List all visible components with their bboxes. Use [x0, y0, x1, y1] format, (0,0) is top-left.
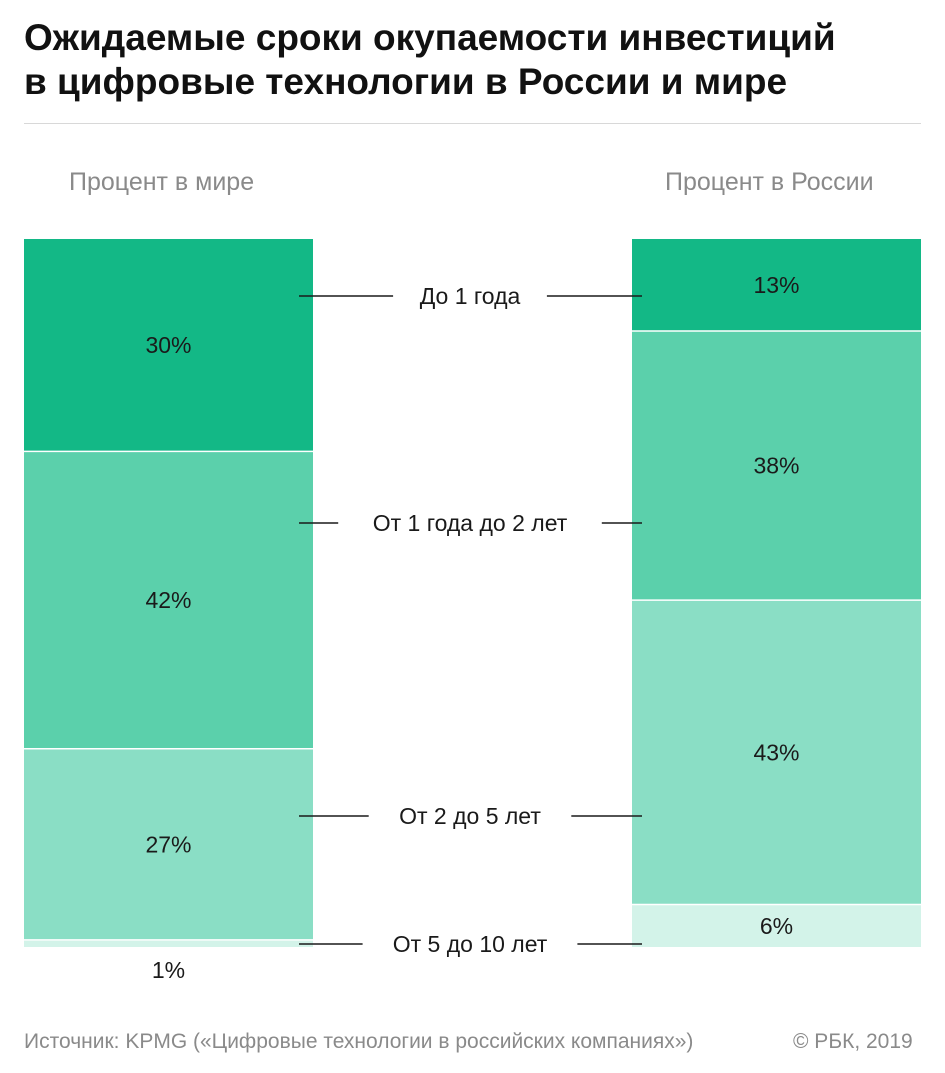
- bar-segment-world-0: [24, 239, 313, 452]
- category-label-2: От 2 до 5 лет: [399, 803, 541, 829]
- category-label-1: От 1 года до 2 лет: [373, 510, 568, 536]
- bar-segment-russia-3: [632, 904, 921, 947]
- bar-segment-russia-0: [632, 239, 921, 332]
- bar-segment-world-1: [24, 451, 313, 749]
- value-label-world-1: 42%: [145, 587, 191, 613]
- value-label-russia-1: 38%: [753, 453, 799, 479]
- value-label-world-0: 30%: [145, 332, 191, 358]
- value-label-russia-3: 6%: [760, 913, 793, 939]
- value-label-world-2: 27%: [145, 831, 191, 857]
- chart-title-line-1: Ожидаемые сроки окупаемости инвестиций: [24, 17, 836, 58]
- chart-title-line-2: в цифровые технологии в России и мире: [24, 61, 788, 102]
- category-label-3: От 5 до 10 лет: [393, 931, 548, 957]
- category-label-0: До 1 года: [420, 283, 521, 309]
- value-label-world-3: 1%: [152, 957, 185, 983]
- world-column-label: Процент в мире: [69, 168, 255, 196]
- chart-title: Ожидаемые сроки окупаемости инвестиций в…: [24, 16, 924, 104]
- title-divider: [24, 123, 921, 124]
- value-label-russia-2: 43%: [753, 739, 799, 765]
- source-note: Источник: KPMG («Цифровые технологии в р…: [24, 1030, 694, 1053]
- russia-column-label: Процент в России: [665, 168, 874, 196]
- bar-segment-world-3: [24, 939, 313, 947]
- bar-segment-world-2: [24, 748, 313, 940]
- value-label-russia-0: 13%: [753, 272, 799, 298]
- bar-segment-russia-1: [632, 331, 921, 601]
- copyright-note: © РБК, 2019: [793, 1030, 913, 1053]
- bar-segment-russia-2: [632, 600, 921, 905]
